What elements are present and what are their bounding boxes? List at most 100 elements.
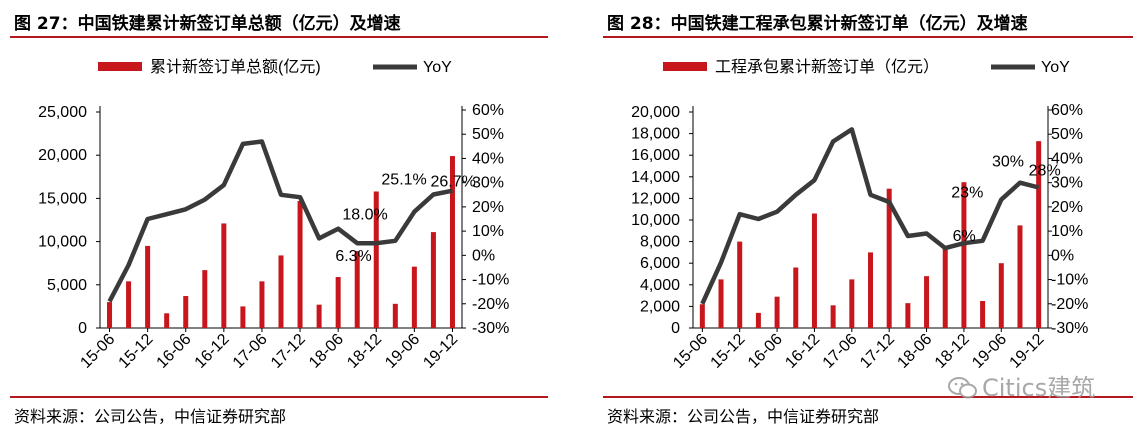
bar (793, 267, 799, 328)
bar (924, 276, 930, 328)
bar (942, 248, 948, 328)
x-tick-label: 16-12 (192, 331, 233, 372)
right-tick-label: -30% (472, 320, 509, 337)
bar (297, 200, 303, 328)
bar (373, 191, 379, 328)
bar (183, 296, 189, 328)
bar (240, 306, 246, 328)
chart-right: 工程承包累计新签订单（亿元） YoY 0 2,000 4,000 6,000 8,000 10… (631, 58, 1088, 372)
legend-label-bar: 工程承包累计新签订单（亿元） (715, 58, 939, 76)
bar (164, 313, 170, 328)
bar (126, 281, 132, 328)
chart-panel-right: 图 28：中国铁建工程承包累计新签订单（亿元）及增速 工程承包累计新签订单（亿元… (593, 0, 1145, 435)
chart-title: 图 27：中国铁建累计新签订单总额（亿元）及增速 (14, 14, 401, 34)
bar (449, 156, 455, 328)
x-tick-label: 15-12 (708, 331, 749, 372)
bar (145, 245, 151, 328)
source-rule (10, 396, 548, 398)
bar (202, 270, 208, 328)
watermark-text: Citics建筑 (982, 374, 1096, 402)
legend-swatch-bar (663, 62, 707, 71)
data-label: 30% (992, 154, 1024, 171)
x-tick-label: 16-12 (782, 331, 823, 372)
x-tick-label: 17-06 (230, 331, 271, 372)
left-tick-label: 5,000 (47, 277, 87, 294)
bar (1017, 225, 1023, 328)
right-tick-label: 50% (1051, 126, 1083, 143)
left-tick-label: 12,000 (631, 190, 680, 207)
bar (316, 304, 322, 328)
x-tick-label: 17-12 (857, 331, 898, 372)
right-tick-label: 0% (472, 247, 495, 264)
right-tick-label: -10% (472, 272, 509, 289)
x-tick-label: 19-06 (969, 331, 1010, 372)
data-label: 6% (953, 228, 976, 245)
left-tick-label: 0 (78, 320, 87, 337)
bar (335, 277, 341, 328)
right-tick-label: -10% (1051, 272, 1088, 289)
x-tick-label: 17-06 (820, 331, 861, 372)
left-tick-label: 25,000 (38, 104, 87, 121)
source-note: 资料来源：公司公告，中信证券研究部 (607, 407, 880, 426)
left-tick-label: 18,000 (631, 126, 680, 143)
right-tick-label: 40% (472, 150, 504, 167)
bar (774, 296, 780, 328)
bar (998, 263, 1004, 328)
x-tick-label: 18-06 (894, 331, 935, 372)
left-tick-label: 10,000 (631, 212, 680, 229)
bar (1036, 141, 1042, 328)
bar (221, 223, 227, 328)
left-tick-label: 20,000 (631, 104, 680, 121)
data-label: 26.7% (430, 174, 475, 191)
legend-label-line: YoY (1041, 59, 1070, 76)
bar (718, 279, 724, 328)
data-label: 25.1% (381, 172, 426, 189)
x-tick-label: 16-06 (745, 331, 786, 372)
source-note: 资料来源：公司公告，中信证券研究部 (14, 407, 287, 426)
wechat-icon (948, 377, 977, 399)
right-tick-label: -20% (1051, 296, 1088, 313)
right-tick-label: 30% (1051, 175, 1083, 192)
chart-title: 图 28：中国铁建工程承包累计新签订单（亿元）及增速 (607, 14, 1028, 34)
data-label: 6.3% (335, 248, 371, 265)
right-tick-label: 10% (1051, 223, 1083, 240)
title-rule (10, 36, 548, 38)
right-tick-label: 30% (472, 175, 504, 192)
right-tick-label: 0% (1051, 247, 1074, 264)
bar (354, 251, 360, 328)
data-label: 28% (1029, 163, 1061, 180)
left-tick-label: 4,000 (640, 277, 680, 294)
x-tick-label: 19-12 (1007, 331, 1048, 372)
right-tick-label: 60% (472, 102, 504, 119)
x-tick-label: 16-06 (154, 331, 195, 372)
bar (868, 252, 873, 328)
bar (737, 241, 743, 328)
left-tick-label: 8,000 (640, 234, 680, 251)
right-tick-label: 20% (472, 199, 504, 216)
bar (755, 312, 761, 328)
bar (699, 304, 705, 328)
x-tick-label: 15-12 (116, 331, 157, 372)
bar (830, 305, 836, 328)
bar (430, 232, 436, 328)
chart-left: 累计新签订单总额(亿元) YoY 0 5,000 10,000 15,000 20,000 2… (38, 58, 509, 372)
left-tick-label: 6,000 (640, 255, 680, 272)
x-tick-label: 18-06 (306, 331, 347, 372)
legend-label-bar: 累计新签订单总额(亿元) (150, 58, 321, 76)
x-tick-label: 19-06 (382, 331, 423, 372)
left-tick-label: 15,000 (38, 190, 87, 207)
x-tick-label: 18-12 (932, 331, 973, 372)
left-tick-label: 0 (671, 320, 680, 337)
watermark: Citics建筑 (948, 368, 1095, 403)
title-rule (603, 36, 1133, 38)
right-tick-label: 50% (472, 126, 504, 143)
x-tick-label: 19-12 (420, 331, 461, 372)
bar (886, 188, 892, 328)
source-rule (603, 396, 1133, 398)
bar (278, 255, 284, 328)
left-tick-label: 2,000 (640, 298, 680, 315)
chart-panel-left: 图 27：中国铁建累计新签订单总额（亿元）及增速 累计新签订单总额(亿元) YoY… (0, 0, 560, 435)
left-tick-label: 16,000 (631, 147, 680, 164)
bar (259, 281, 265, 328)
bar (107, 302, 113, 328)
